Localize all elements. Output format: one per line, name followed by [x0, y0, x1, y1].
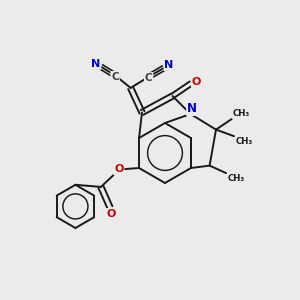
- Text: O: O: [192, 77, 201, 87]
- Text: CH₃: CH₃: [227, 174, 244, 183]
- Text: O: O: [114, 164, 124, 175]
- Text: N: N: [164, 60, 174, 70]
- Text: C: C: [111, 72, 119, 82]
- Text: N: N: [91, 59, 101, 69]
- Text: C: C: [145, 73, 152, 83]
- Text: N: N: [187, 102, 197, 115]
- Text: O: O: [107, 209, 116, 219]
- Text: CH₃: CH₃: [233, 109, 250, 118]
- Text: CH₃: CH₃: [235, 137, 252, 146]
